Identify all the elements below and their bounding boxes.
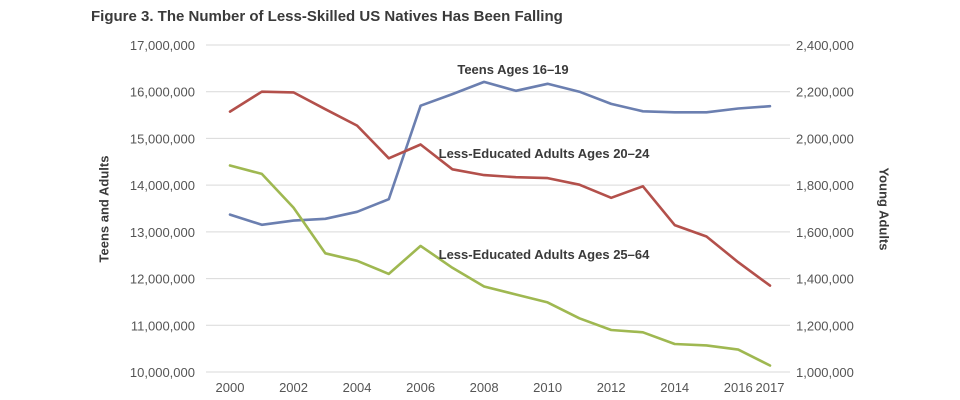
y-right-tick-label: 1,200,000 bbox=[796, 318, 854, 333]
y-right-tick-label: 1,400,000 bbox=[796, 272, 854, 287]
y-left-tick-label: 12,000,000 bbox=[130, 272, 195, 287]
x-tick-label: 2014 bbox=[660, 380, 689, 395]
y-right-tick-label: 1,000,000 bbox=[796, 365, 854, 380]
x-tick-label: 2004 bbox=[343, 380, 372, 395]
y-left-tick-label: 13,000,000 bbox=[130, 225, 195, 240]
x-tick-label: 2016 bbox=[724, 380, 753, 395]
series-line-3 bbox=[228, 164, 772, 367]
x-tick-label: 2006 bbox=[406, 380, 435, 395]
y-right-tick-label: 2,200,000 bbox=[796, 85, 854, 100]
series-label-2: Less-Educated Adults Ages 20–24 bbox=[439, 146, 650, 161]
x-tick-label: 2000 bbox=[216, 380, 245, 395]
series-line-1 bbox=[228, 80, 772, 227]
x-tick-label: 2017 bbox=[756, 380, 785, 395]
series-line-2 bbox=[228, 90, 772, 287]
y-right-tick-label: 2,400,000 bbox=[796, 38, 854, 53]
series-label-1: Teens Ages 16–19 bbox=[457, 62, 568, 77]
x-tick-label: 2008 bbox=[470, 380, 499, 395]
y-left-tick-label: 10,000,000 bbox=[130, 365, 195, 380]
y-left-tick-label: 15,000,000 bbox=[130, 131, 195, 146]
x-tick-label: 2012 bbox=[597, 380, 626, 395]
y-left-tick-label: 11,000,000 bbox=[131, 318, 195, 333]
y-left-tick-label: 14,000,000 bbox=[130, 178, 195, 193]
y-left-tick-label: 17,000,000 bbox=[130, 38, 195, 53]
series-label-3: Less-Educated Adults Ages 25–64 bbox=[439, 247, 650, 262]
y-right-tick-label: 1,600,000 bbox=[796, 225, 854, 240]
x-tick-label: 2010 bbox=[533, 380, 562, 395]
y-left-tick-label: 16,000,000 bbox=[130, 85, 195, 100]
x-tick-label: 2002 bbox=[279, 380, 308, 395]
y-right-tick-label: 2,000,000 bbox=[796, 131, 854, 146]
y-right-tick-label: 1,800,000 bbox=[796, 178, 854, 193]
chart-title: Figure 3. The Number of Less-Skilled US … bbox=[91, 8, 563, 25]
